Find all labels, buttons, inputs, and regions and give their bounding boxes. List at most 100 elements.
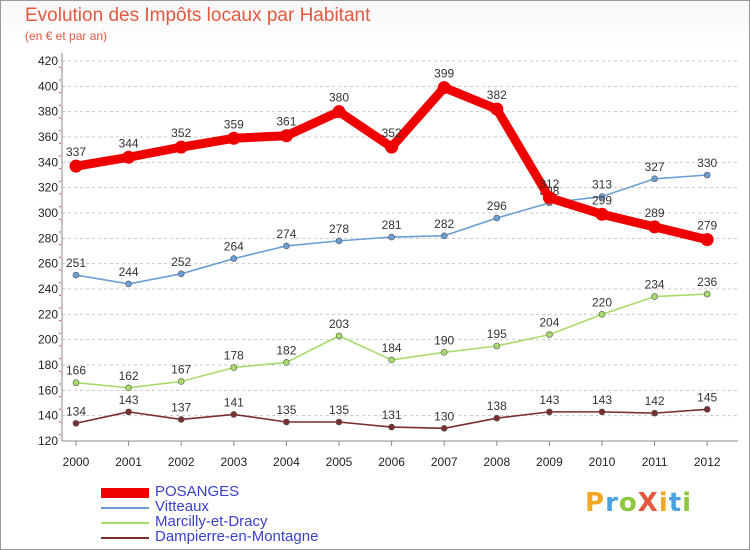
point-posanges [490,102,504,116]
data-label: 143 [539,393,559,407]
data-label: 251 [66,256,86,270]
point-dampierre-en-montagne [546,408,553,416]
point-vitteaux [703,171,711,179]
y-tick-label: 220 [38,307,58,321]
logo-letter: o [618,488,638,518]
chart-subtitle: (en € et par an) [25,29,108,43]
data-label: 299 [592,193,612,207]
data-label: 282 [434,217,454,231]
data-label: 134 [66,404,86,418]
y-tick-label: 240 [38,282,58,296]
data-label: 166 [66,364,86,378]
point-vitteaux [598,193,606,200]
data-label: 204 [539,316,559,330]
point-marcilly-et-dracy [177,378,185,385]
point-posanges [279,129,293,143]
point-vitteaux [651,175,658,183]
point-marcilly-et-dracy [440,349,448,356]
point-vitteaux [283,242,290,250]
data-label: 279 [697,219,717,233]
data-label: 252 [171,255,191,269]
x-tick-label: 2005 [326,455,353,469]
logo-letter: t [668,488,683,518]
legend-label: Vitteaux [155,498,209,515]
point-marcilly-et-dracy [125,384,132,392]
legend-swatch [101,488,149,498]
data-label: 220 [592,295,612,309]
x-tick-label: 2002 [168,455,195,469]
logo-letter: P [585,488,606,518]
y-tick-label: 260 [38,257,58,271]
point-marcilly-et-dracy [388,356,395,364]
data-label: 142 [645,394,665,408]
data-label: 312 [539,177,559,191]
data-label: 327 [645,160,665,174]
data-label: 264 [224,240,244,254]
point-posanges [437,81,451,95]
y-tick-label: 420 [38,54,58,68]
point-vitteaux [125,280,132,288]
legend-swatch [101,522,149,524]
data-label: 337 [66,145,86,159]
data-label: 361 [276,115,296,129]
x-tick-label: 2000 [63,455,90,469]
point-posanges [648,220,662,234]
point-posanges [227,131,241,145]
y-tick-label: 180 [38,358,58,372]
data-label: 289 [645,206,665,220]
point-posanges [69,159,83,173]
x-tick-label: 2011 [642,455,668,469]
data-label: 352 [171,126,191,140]
x-tick-label: 2006 [378,455,405,469]
point-marcilly-et-dracy [651,293,658,300]
x-tick-label: 2007 [431,455,458,469]
y-tick-label: 320 [38,181,58,195]
plot-area [62,53,738,441]
logo-letter: i [658,488,669,518]
point-vitteaux [440,232,448,240]
data-label: 178 [224,349,244,363]
point-dampierre-en-montagne [703,406,711,413]
data-label: 203 [329,317,349,331]
point-dampierre-en-montagne [651,409,658,417]
point-marcilly-et-dracy [230,364,238,371]
y-tick-label: 140 [38,409,58,423]
data-label: 382 [487,88,507,102]
point-dampierre-en-montagne [177,416,185,423]
data-label: 167 [171,362,191,376]
legend-label: Marcilly-et-Dracy [155,513,268,530]
x-tick-label: 2009 [536,455,563,469]
point-marcilly-et-dracy [283,359,290,366]
point-posanges [174,140,188,154]
chart-title: Evolution des Impôts locaux par Habitant [25,5,371,26]
data-label: 344 [119,136,139,150]
point-dampierre-en-montagne [230,411,238,418]
data-label: 143 [592,393,612,407]
point-vitteaux [493,214,501,222]
data-label: 141 [224,395,244,409]
data-label: 195 [487,327,507,341]
legend-label: Dampierre-en-Montagne [155,528,319,545]
point-marcilly-et-dracy [598,311,606,318]
y-tick-label: 400 [38,79,58,93]
y-tick-label: 120 [38,434,58,448]
y-tick-label: 160 [38,383,58,397]
data-label: 182 [276,343,296,357]
y-tick-label: 300 [38,206,58,220]
x-tick-label: 2010 [589,455,616,469]
legend-swatch [101,537,149,539]
y-tick-label: 360 [38,130,58,144]
point-dampierre-en-montagne [388,423,395,431]
x-tick-label: 2003 [220,455,247,469]
y-tick-label: 200 [38,333,58,347]
point-marcilly-et-dracy [703,290,711,298]
y-tick-label: 340 [38,155,58,169]
x-tick-label: 2001 [115,455,142,469]
point-posanges [122,150,136,164]
data-label: 274 [276,227,296,241]
data-label: 184 [382,341,402,355]
point-dampierre-en-montagne [598,408,606,416]
point-posanges [332,105,346,119]
point-posanges [700,233,714,247]
